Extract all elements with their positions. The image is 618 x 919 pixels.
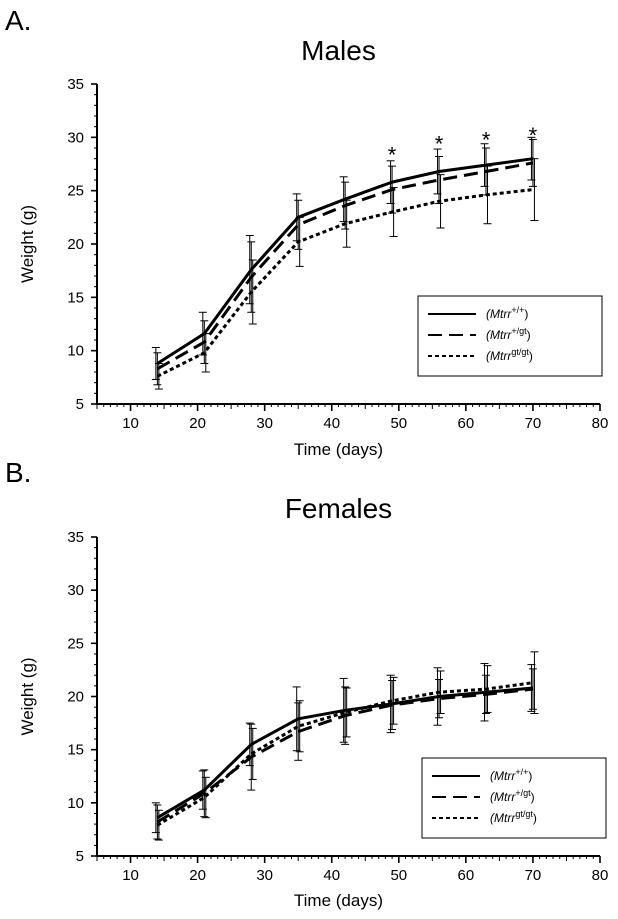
- legend-label: (Mtrrgt/gt): [486, 347, 533, 363]
- x-axis-label: Time (days): [294, 891, 383, 910]
- legend-label-close: ): [527, 328, 531, 342]
- chart-males: A. Males 5 10 15 20 25 30 35 10 20 30 40 50 60 70 80 Time…: [5, 5, 608, 459]
- x-tick-label: 40: [323, 415, 340, 432]
- y-axis-label: Weight (g): [18, 205, 37, 283]
- y-tick-label: 35: [67, 76, 84, 93]
- x-tick-label: 50: [390, 415, 407, 432]
- legend: (Mtrr+/+)(Mtrr+/gt)(Mtrrgt/gt): [417, 295, 603, 377]
- legend-label-sup: +/+: [515, 767, 528, 777]
- legend-box: [421, 757, 607, 839]
- legend-label-sup: +/gt: [511, 326, 527, 336]
- x-tick-label: 50: [390, 867, 407, 884]
- significance-star: *: [482, 127, 491, 152]
- legend-label: (Mtrrgt/gt): [490, 809, 537, 825]
- legend-label-sup: +/+: [511, 305, 524, 315]
- legend-label-close: ): [529, 349, 533, 363]
- y-tick-label: 15: [67, 742, 84, 759]
- legend-label-main: (Mtrr: [490, 811, 516, 825]
- x-axis-label: Time (days): [294, 440, 383, 459]
- legend-label-close: ): [528, 769, 532, 783]
- x-tick-label: 80: [592, 867, 609, 884]
- x-tick-label: 40: [323, 867, 340, 884]
- y-tick-label: 30: [67, 129, 84, 146]
- x-tick-label: 10: [122, 415, 139, 432]
- y-tick-label: 35: [67, 529, 84, 546]
- series-line-dotted: [156, 188, 534, 378]
- series-line-solid: [156, 686, 534, 819]
- legend-label-main: (Mtrr: [486, 349, 512, 363]
- legend-label-close: ): [533, 811, 537, 825]
- x-tick-label: 30: [256, 867, 273, 884]
- y-tick-label: 25: [67, 635, 84, 652]
- y-tick-label: 25: [67, 183, 84, 200]
- legend-box: [417, 295, 603, 377]
- chart-title: Males: [301, 35, 376, 66]
- legend: (Mtrr+/+)(Mtrr+/gt)(Mtrrgt/gt): [421, 757, 607, 839]
- y-tick-label: 10: [67, 795, 84, 812]
- y-tick-label: 20: [67, 236, 84, 253]
- y-tick-label: 20: [67, 689, 84, 706]
- legend-label-sup: gt/gt: [511, 347, 529, 357]
- x-tick-label: 70: [525, 415, 542, 432]
- x-tick-label: 20: [189, 415, 206, 432]
- x-tick-label: 20: [189, 867, 206, 884]
- y-axis-label: Weight (g): [18, 657, 37, 735]
- x-tick-label: 60: [458, 867, 475, 884]
- chart-females: B. Females 5 10 15 20 25 30 35 10 20 30 40 50 60 70 80 Ti…: [5, 457, 608, 910]
- legend-label-sup: +/gt: [515, 788, 531, 798]
- x-tick-label: 10: [122, 867, 139, 884]
- legend-label-close: ): [531, 790, 535, 804]
- legend-label-close: ): [524, 307, 528, 321]
- series-line-solid: [156, 157, 534, 365]
- legend-label-main: (Mtrr: [490, 769, 516, 783]
- legend-label: (Mtrr+/+): [486, 305, 528, 321]
- legend-label-main: (Mtrr: [486, 307, 512, 321]
- significance-star: *: [529, 123, 538, 148]
- panel-label: A.: [5, 5, 31, 36]
- legend-label-main: (Mtrr: [490, 790, 516, 804]
- y-tick-label: 5: [76, 396, 84, 413]
- x-tick-label: 60: [458, 415, 475, 432]
- legend-label-main: (Mtrr: [486, 328, 512, 342]
- chart-title: Females: [285, 493, 392, 524]
- y-tick-label: 10: [67, 343, 84, 360]
- x-tick-label: 80: [592, 415, 609, 432]
- series-line-dashed: [156, 161, 534, 371]
- x-tick-label: 30: [256, 415, 273, 432]
- panel-label: B.: [5, 457, 31, 488]
- y-tick-label: 30: [67, 582, 84, 599]
- legend-label: (Mtrr+/gt): [490, 788, 535, 804]
- significance-star: *: [435, 132, 444, 157]
- legend-label-sup: gt/gt: [515, 809, 533, 819]
- y-tick-label: 5: [76, 848, 84, 865]
- significance-star: *: [388, 142, 397, 167]
- legend-label: (Mtrr+/gt): [486, 326, 531, 342]
- legend-label: (Mtrr+/+): [490, 767, 532, 783]
- x-tick-label: 70: [525, 867, 542, 884]
- y-tick-label: 15: [67, 289, 84, 306]
